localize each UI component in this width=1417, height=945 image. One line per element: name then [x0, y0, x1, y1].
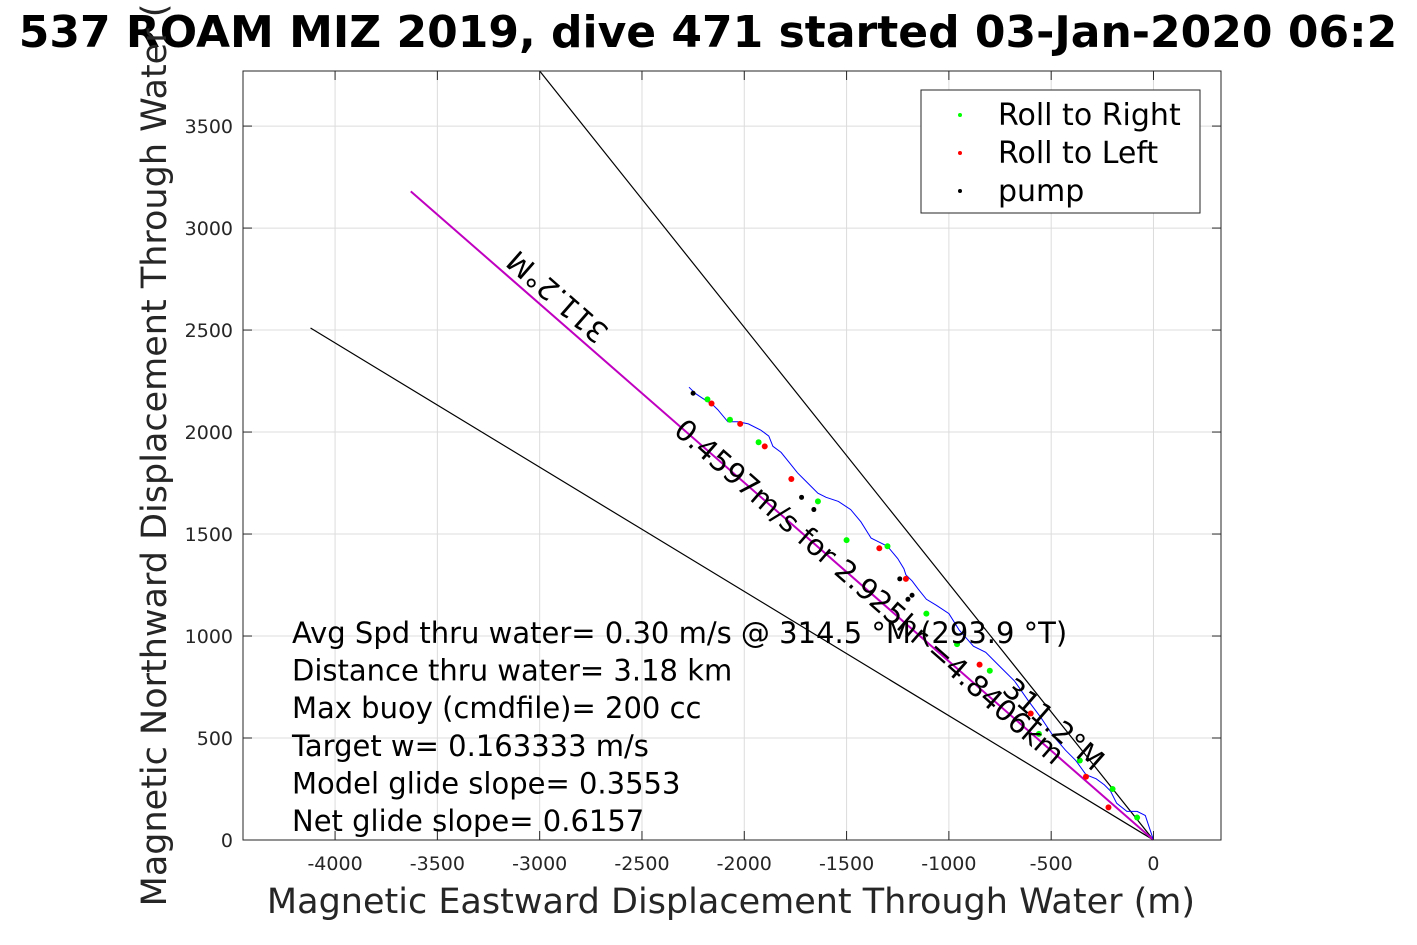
roll-left-point — [1105, 804, 1112, 811]
roll-right-point — [843, 537, 850, 544]
reference-lines — [310, 70, 1155, 841]
y-tick-label: 500 — [197, 728, 233, 750]
roll-right-point — [923, 610, 930, 617]
track-line — [688, 386, 1154, 841]
roll-markers — [690, 390, 1141, 821]
axis-ticks: -4000 -3500 -3000 -2500 -2000 -1500 -1000 -500 0… — [185, 71, 1221, 875]
pump-point — [799, 494, 805, 500]
x-axis-label: Magnetic Eastward Displacement Through W… — [267, 882, 1195, 922]
roll-left-point — [788, 475, 795, 482]
roll-right-point — [1035, 730, 1042, 737]
legend-label-pump: pump — [998, 174, 1084, 209]
legend-label-roll-left: Roll to Left — [998, 136, 1158, 171]
roll-left-point — [1027, 710, 1034, 717]
pump-point — [905, 596, 911, 602]
roll-right-point — [755, 439, 762, 446]
roll-right-point — [1076, 757, 1083, 764]
annotation-line: Model glide slope= 0.3553 — [292, 766, 680, 800]
x-tick-label: -4000 — [307, 853, 362, 875]
y-tick-label: 1000 — [185, 626, 233, 648]
roll-right-point — [884, 543, 891, 550]
roll-right-point — [1134, 814, 1141, 821]
annotation-line: Target w= 0.163333 m/s — [291, 729, 649, 763]
legend: Roll to Right Roll to Left pump — [920, 89, 1201, 214]
pump-point — [909, 592, 915, 598]
legend-label-roll-right: Roll to Right — [998, 98, 1181, 133]
x-tick-label: -500 — [1030, 853, 1073, 875]
pump-point — [811, 507, 817, 513]
annotation-line: Net glide slope= 0.6157 — [292, 804, 644, 838]
stats-annotations: Avg Spd thru water= 0.30 m/s @ 314.5 °M … — [291, 616, 1067, 838]
legend-box — [920, 89, 1201, 214]
legend-marker-pump — [958, 189, 962, 193]
roll-right-point — [704, 396, 711, 403]
roll-right-point — [726, 416, 733, 423]
x-tick-label: -3000 — [512, 853, 567, 875]
annotation-line: Avg Spd thru water= 0.30 m/s @ 314.5 °M … — [292, 616, 1067, 650]
annotation-line: Max buoy (cmdfile)= 200 cc — [292, 691, 701, 725]
roll-left-point — [737, 420, 744, 427]
y-tick-label: 2500 — [185, 320, 233, 342]
x-tick-label: 0 — [1147, 853, 1159, 875]
roll-left-point — [902, 575, 909, 582]
bound-line — [539, 70, 1154, 841]
legend-marker-roll-left — [958, 151, 962, 155]
chart-title: 537 ROAM MIZ 2019, dive 471 started 03-J… — [19, 7, 1398, 58]
roll-left-point — [761, 443, 768, 450]
roll-left-point — [708, 400, 715, 407]
heading-line — [410, 190, 1155, 841]
bound-line — [310, 327, 1154, 841]
y-tick-label: 3500 — [185, 116, 233, 138]
x-tick-label: -1000 — [921, 853, 976, 875]
axes-box — [242, 70, 1222, 841]
y-tick-label: 0 — [221, 830, 233, 852]
dive-track — [688, 386, 1154, 841]
roll-right-point — [954, 641, 961, 648]
y-axis-label: Magnetic Northward Displacement Through … — [135, 4, 175, 907]
roll-right-point — [814, 498, 821, 505]
roll-right-point — [1109, 786, 1116, 793]
legend-marker-roll-right — [958, 113, 962, 117]
y-tick-label: 1500 — [185, 524, 233, 546]
y-tick-label: 2000 — [185, 422, 233, 444]
roll-left-point — [1082, 773, 1089, 780]
roll-right-point — [986, 667, 993, 674]
roll-left-point — [976, 661, 983, 668]
x-tick-label: -2500 — [614, 853, 669, 875]
x-tick-label: -1500 — [819, 853, 874, 875]
line-annotation: 0.4597m/s for 2.925hr =4.8406km — [668, 412, 1071, 771]
annotation-line: Distance thru water= 3.18 km — [292, 654, 732, 688]
x-tick-label: -2000 — [717, 853, 772, 875]
x-tick-label: -3500 — [410, 853, 465, 875]
y-tick-label: 3000 — [185, 218, 233, 240]
roll-left-point — [876, 545, 883, 552]
line-annotation: 311.2°M — [500, 244, 615, 350]
pump-point — [897, 576, 903, 582]
pump-point — [690, 390, 696, 396]
